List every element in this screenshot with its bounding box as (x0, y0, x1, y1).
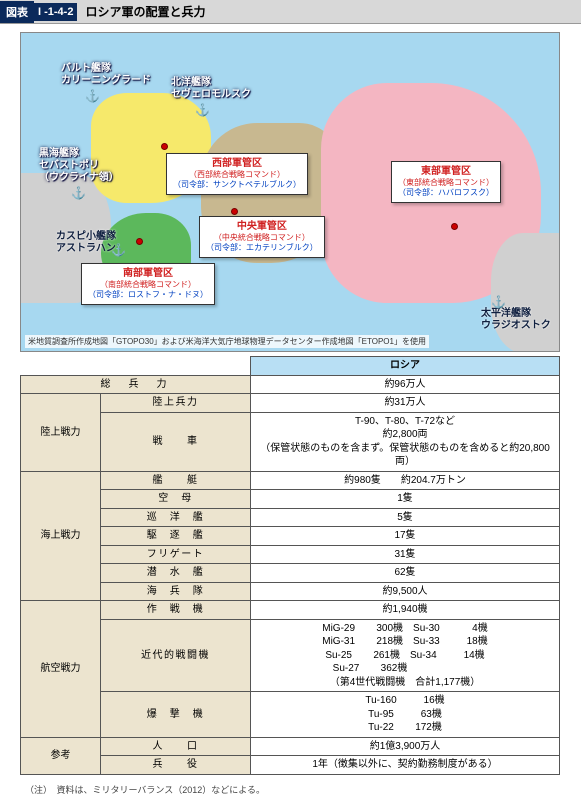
row-label: 人 口 (101, 737, 251, 756)
row-label: 戦 車 (101, 412, 251, 471)
land-fareast (491, 233, 560, 352)
row-label: 潜 水 艦 (101, 564, 251, 583)
callout-hq: （司令部：ロストフ・ナ・ドヌ） (88, 290, 208, 300)
cell-value: 約980隻 約204.7万トン (251, 471, 560, 490)
callout-sub: （東部統合戦略コマンド） (398, 178, 494, 188)
cell-value: 31隻 (251, 545, 560, 564)
forces-table-wrap: ロシア 総 兵 力 約96万人 陸上戦力 陸上兵力 約31万人 戦 車 T-90… (0, 356, 581, 779)
anchor-icon: ⚓ (71, 186, 86, 200)
row-label: 巡 洋 艦 (101, 508, 251, 527)
cell-value: 17隻 (251, 527, 560, 546)
cell-value: 62隻 (251, 564, 560, 583)
callout-hq: （司令部：サンクトペテルブルク） (173, 180, 301, 190)
cat-air: 航空戦力 (21, 601, 101, 738)
cell-value: 約31万人 (251, 394, 560, 413)
forces-table: ロシア 総 兵 力 約96万人 陸上戦力 陸上兵力 約31万人 戦 車 T-90… (20, 356, 560, 775)
hq-dot (231, 208, 238, 215)
callout-title: 南部軍管区 (88, 267, 208, 280)
figure-code: I -1-4-2 (34, 3, 77, 21)
cat-naval: 海上戦力 (21, 471, 101, 601)
callout-sub: （西部統合戦略コマンド） (173, 170, 301, 180)
label-northern-fleet: 北洋艦隊セヴェロモルスク (171, 77, 251, 101)
russia-map: バルト艦隊カリーニングラード ⚓ 北洋艦隊セヴェロモルスク ⚓ 黒海艦隊セバスト… (20, 32, 560, 352)
cat-ground: 陸上戦力 (21, 394, 101, 472)
row-label: 兵 役 (101, 756, 251, 775)
row-label: 総 兵 力 (21, 375, 251, 394)
cell-value: 約9,500人 (251, 582, 560, 601)
country-header: ロシア (251, 357, 560, 376)
map-credit: 米地質調査所作成地図「GTOPO30」および米海洋大気庁地球物理データセンター作… (25, 335, 429, 348)
cell-value: 約96万人 (251, 375, 560, 394)
callout-title: 東部軍管区 (398, 165, 494, 178)
cell-value: 1年（徴集以外に、契約勤務制度がある） (251, 756, 560, 775)
label-baltic-fleet: バルト艦隊カリーニングラード (61, 63, 151, 87)
label-blacksea-fleet: 黒海艦隊セバストポリ（ウクライナ領） (39, 148, 119, 184)
row-label: 駆 逐 艦 (101, 527, 251, 546)
row-label: 海 兵 隊 (101, 582, 251, 601)
anchor-icon: ⚓ (491, 295, 506, 309)
label-caspian-fleet: カスピ小艦隊アストラハン (56, 231, 116, 255)
callout-east: 東部軍管区 （東部統合戦略コマンド） （司令部：ハバロフスク） (391, 161, 501, 203)
anchor-icon: ⚓ (111, 243, 126, 257)
figure-header: 図表 I -1-4-2 ロシア軍の配置と兵力 (0, 0, 581, 24)
row-label: 陸上兵力 (101, 394, 251, 413)
callout-title: 西部軍管区 (173, 157, 301, 170)
figure-title: ロシア軍の配置と兵力 (77, 0, 213, 23)
cell-value: 1隻 (251, 490, 560, 509)
anchor-icon: ⚓ (195, 103, 210, 117)
callout-hq: （司令部：エカテリンブルク） (206, 243, 318, 253)
cell-value: 約1億3,900万人 (251, 737, 560, 756)
callout-sub: （南部統合戦略コマンド） (88, 280, 208, 290)
cat-ref: 参考 (21, 737, 101, 774)
cell-value: T-90、T-80、T-72など 約2,800両 （保管状態のものを含まず。保管… (251, 412, 560, 471)
row-label: 爆 撃 機 (101, 692, 251, 738)
hq-dot (451, 223, 458, 230)
label-pacific-fleet: 太平洋艦隊ウラジオストク (481, 308, 551, 332)
tanks-note: （保管状態のものを含まず。保管状態のものを含めると約20,800両） (255, 442, 555, 469)
row-label: 空 母 (101, 490, 251, 509)
map-container: バルト艦隊カリーニングラード ⚓ 北洋艦隊セヴェロモルスク ⚓ 黒海艦隊セバスト… (0, 24, 581, 356)
cell-value: 約1,940機 (251, 601, 560, 620)
callout-sub: （中央統合戦略コマンド） (206, 233, 318, 243)
tanks-count: 約2,800両 (255, 428, 555, 442)
tanks-types: T-90、T-80、T-72など (255, 415, 555, 429)
figure-tag: 図表 (0, 1, 34, 23)
cell-value: 5隻 (251, 508, 560, 527)
row-label: フリゲート (101, 545, 251, 564)
callout-south: 南部軍管区 （南部統合戦略コマンド） （司令部：ロストフ・ナ・ドヌ） (81, 263, 215, 305)
hq-dot (161, 143, 168, 150)
callout-center: 中央軍管区 （中央統合戦略コマンド） （司令部：エカテリンブルク） (199, 216, 325, 258)
bombers-cell: Tu-160 16機Tu-95 63機Tu-22 172機 (251, 692, 560, 738)
modern-fighters-cell: MiG-29 300機Su-30 4機MiG-31 218機Su-33 18機S… (251, 619, 560, 692)
footnote: （注） 資料は、ミリタリーバランス（2012）などによる。 (0, 779, 581, 806)
row-label: 近代的戦闘機 (101, 619, 251, 692)
callout-west: 西部軍管区 （西部統合戦略コマンド） （司令部：サンクトペテルブルク） (166, 153, 308, 195)
row-label: 作 戦 機 (101, 601, 251, 620)
hq-dot (136, 238, 143, 245)
callout-title: 中央軍管区 (206, 220, 318, 233)
anchor-icon: ⚓ (85, 89, 100, 103)
callout-hq: （司令部：ハバロフスク） (398, 188, 494, 198)
row-label: 艦 艇 (101, 471, 251, 490)
